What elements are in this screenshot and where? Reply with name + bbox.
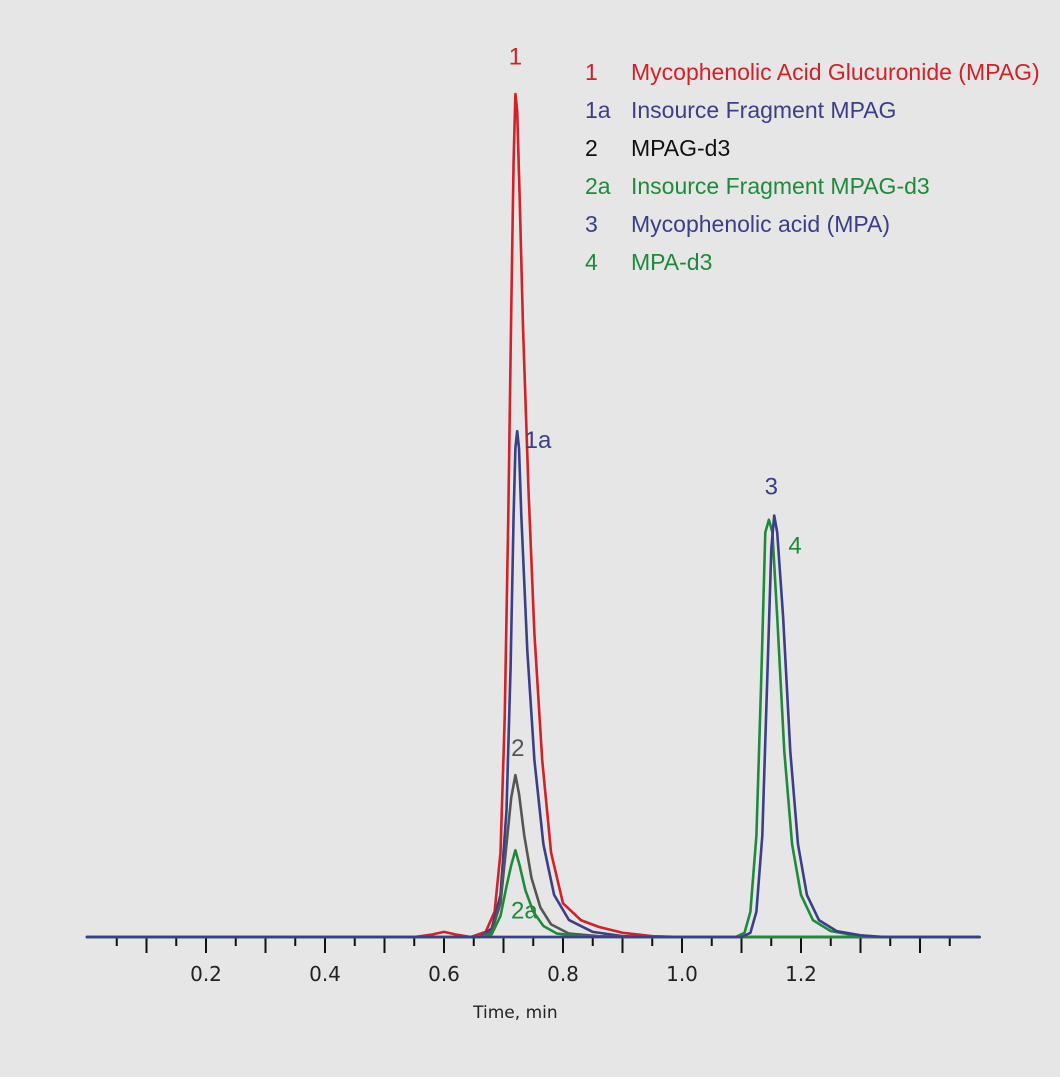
legend-id-1: 1 <box>585 59 598 85</box>
peak-label-2: 2 <box>511 735 524 762</box>
legend-id-3: 3 <box>585 211 598 237</box>
series-line-3 <box>85 514 981 939</box>
legend-id-1a: 1a <box>585 97 611 123</box>
legend-entry-2: MPAG-d3 <box>631 135 730 161</box>
peak-label-1: 1 <box>509 43 522 70</box>
x-axis: 0.2 0.4 0.6 0.8 1.0 1.2 <box>86 936 975 986</box>
x-tick-label: 0.2 <box>190 962 222 986</box>
peak-label-1a: 1a <box>525 427 552 454</box>
legend-entry-1: Mycophenolic Acid Glucuronide (MPAG) <box>631 59 1040 85</box>
x-tick-label: 1.2 <box>785 962 817 986</box>
legend: 1 Mycophenolic Acid Glucuronide (MPAG) 1a I… <box>585 59 1040 275</box>
x-tick-label: 0.8 <box>547 962 579 986</box>
x-tick-label: 1.0 <box>666 962 698 986</box>
peak-label-3: 3 <box>765 473 778 500</box>
x-tick-label: 0.4 <box>309 962 341 986</box>
legend-id-2: 2 <box>585 135 598 161</box>
peak-label-4: 4 <box>788 532 801 559</box>
legend-entry-4: MPA-d3 <box>631 249 712 275</box>
x-tick-label: 0.6 <box>428 962 460 986</box>
legend-entry-3: Mycophenolic acid (MPA) <box>631 211 890 237</box>
series-line-2a <box>85 848 981 939</box>
series-line-2 <box>85 773 981 939</box>
peak-label-2a: 2a <box>511 897 538 924</box>
series-line-1a <box>85 429 981 939</box>
legend-entry-1a: Insource Fragment MPAG <box>631 97 896 123</box>
legend-id-2a: 2a <box>585 173 611 199</box>
legend-id-4: 4 <box>585 249 598 275</box>
peak-labels: 1 1a 2 2a 3 4 <box>509 43 802 924</box>
series-lines <box>85 92 981 939</box>
legend-entry-2a: Insource Fragment MPAG-d3 <box>631 173 930 199</box>
series-line-4 <box>85 518 981 939</box>
x-axis-title: Time, min <box>472 1003 557 1023</box>
